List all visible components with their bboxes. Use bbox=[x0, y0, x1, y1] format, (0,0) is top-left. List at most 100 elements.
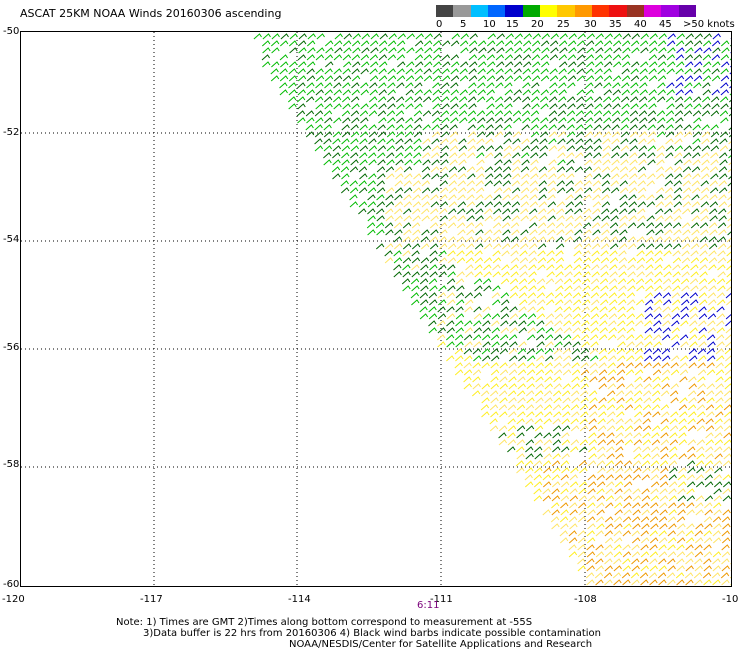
wind-barb bbox=[595, 530, 604, 537]
wind-barb bbox=[414, 117, 423, 124]
wind-barb bbox=[385, 194, 394, 201]
wind-barb bbox=[551, 488, 560, 495]
wind-barb bbox=[680, 306, 689, 313]
wind-barb bbox=[546, 222, 556, 229]
wind-barb bbox=[379, 61, 388, 68]
wind-barb bbox=[657, 89, 666, 96]
wind-barb bbox=[645, 236, 654, 243]
wind-barb bbox=[477, 75, 487, 82]
wind-barb bbox=[431, 96, 441, 103]
wind-barb bbox=[394, 208, 403, 215]
wind-barb bbox=[629, 145, 639, 152]
wind-barb bbox=[395, 96, 405, 103]
wind-barb bbox=[584, 159, 593, 166]
wind-barb bbox=[729, 44, 731, 47]
wind-barb bbox=[486, 117, 495, 124]
wind-barb bbox=[702, 572, 712, 579]
wind-barb bbox=[333, 89, 342, 96]
wind-barb bbox=[446, 327, 455, 334]
wind-barb bbox=[387, 103, 396, 110]
wind-barb bbox=[615, 467, 624, 474]
wind-barb bbox=[559, 33, 568, 40]
wind-barb bbox=[683, 110, 693, 117]
wind-barb bbox=[621, 117, 630, 124]
wind-barb bbox=[533, 488, 542, 495]
wind-barb bbox=[575, 96, 585, 103]
wind-barb bbox=[661, 348, 671, 355]
wind-barb bbox=[544, 348, 554, 355]
wind-barb bbox=[439, 229, 448, 236]
wind-barb bbox=[566, 159, 575, 166]
wind-barb bbox=[333, 103, 342, 110]
wind-barb bbox=[516, 404, 526, 411]
wind-barb bbox=[404, 124, 413, 131]
wind-barb bbox=[633, 467, 642, 474]
wind-barb bbox=[613, 558, 622, 565]
wind-barb bbox=[626, 320, 635, 327]
wind-barb bbox=[342, 54, 352, 61]
wind-barb bbox=[707, 313, 717, 320]
wind-barb bbox=[530, 159, 539, 166]
wind-barb bbox=[659, 509, 668, 516]
wind-barb bbox=[612, 103, 621, 110]
wind-barb bbox=[665, 131, 675, 138]
wind-barb bbox=[510, 271, 519, 278]
wind-barb bbox=[508, 362, 517, 369]
wind-barb bbox=[306, 54, 316, 61]
wind-barb bbox=[662, 313, 672, 320]
wind-barb bbox=[686, 523, 695, 530]
wind-barb bbox=[622, 579, 631, 586]
wind-barb bbox=[574, 201, 584, 208]
wind-barb bbox=[693, 54, 703, 61]
wind-barb bbox=[580, 334, 590, 341]
wind-barb bbox=[629, 152, 638, 159]
wind-barb bbox=[574, 166, 584, 173]
wind-barb bbox=[386, 96, 396, 103]
wind-barb bbox=[624, 425, 634, 432]
wind-barb bbox=[431, 138, 440, 145]
wind-barb bbox=[726, 272, 731, 278]
wind-barb bbox=[652, 362, 661, 369]
wind-barb bbox=[711, 572, 721, 579]
wind-barb bbox=[509, 341, 518, 348]
wind-barb bbox=[522, 89, 531, 96]
wind-barb bbox=[360, 89, 369, 96]
wind-barb bbox=[708, 222, 718, 229]
wind-barb bbox=[688, 411, 697, 418]
wind-barb bbox=[405, 89, 414, 96]
wind-barb bbox=[695, 495, 705, 502]
wind-barb bbox=[536, 292, 546, 299]
wind-barb bbox=[538, 215, 547, 222]
wind-barb bbox=[613, 47, 622, 54]
wind-barb bbox=[397, 61, 406, 68]
wind-barb bbox=[544, 362, 553, 369]
wind-barb bbox=[593, 124, 602, 131]
wind-barb bbox=[707, 341, 716, 348]
wind-barb bbox=[724, 411, 731, 418]
wind-barb bbox=[616, 411, 625, 418]
wind-barb bbox=[516, 453, 525, 460]
wind-barb bbox=[579, 439, 589, 446]
wind-barb bbox=[445, 334, 455, 341]
wind-barb bbox=[597, 418, 606, 425]
wind-barb bbox=[314, 145, 324, 152]
wind-barb bbox=[547, 187, 557, 194]
wind-barb bbox=[730, 570, 731, 572]
wind-barb bbox=[549, 75, 559, 82]
wind-barb bbox=[729, 72, 731, 75]
wind-barb bbox=[306, 89, 315, 96]
wind-barb bbox=[578, 481, 588, 488]
wind-barb bbox=[430, 215, 439, 222]
wind-barb bbox=[592, 194, 601, 201]
wind-barb bbox=[687, 404, 697, 411]
wind-barb bbox=[692, 159, 701, 166]
wind-barb bbox=[297, 75, 307, 82]
wind-barb bbox=[554, 341, 563, 348]
wind-barb bbox=[605, 523, 614, 530]
wind-barb bbox=[666, 117, 675, 124]
wind-barb bbox=[341, 138, 350, 145]
wind-barb bbox=[576, 54, 586, 61]
wind-barb bbox=[333, 82, 342, 89]
wind-barb bbox=[402, 264, 411, 271]
wind-barb bbox=[657, 68, 666, 75]
